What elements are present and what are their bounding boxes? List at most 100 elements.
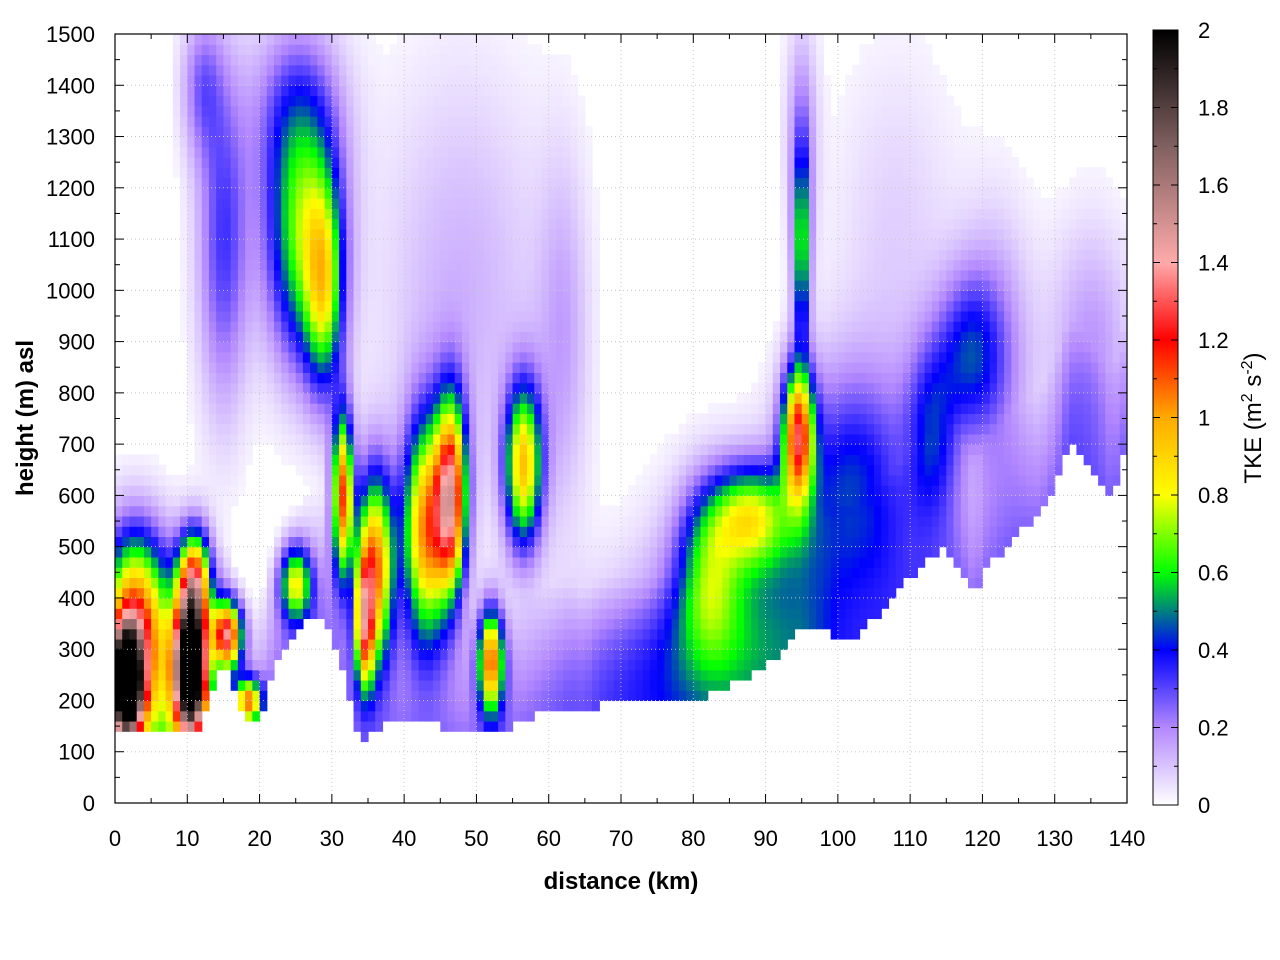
tke-cell xyxy=(310,269,318,281)
tke-cell xyxy=(563,638,571,650)
tke-cell xyxy=(555,351,564,363)
tke-cell xyxy=(534,433,543,445)
tke-cell xyxy=(570,310,579,322)
tke-cell xyxy=(765,546,774,558)
tke-cell xyxy=(975,546,984,558)
tke-cell xyxy=(700,546,709,558)
tke-cell xyxy=(664,546,673,558)
tke-cell xyxy=(1076,259,1085,271)
tke-cell xyxy=(346,526,355,538)
tke-cell xyxy=(852,310,861,322)
tke-cell xyxy=(404,649,412,661)
tke-cell xyxy=(223,228,232,240)
tke-cell xyxy=(519,577,528,589)
tke-cell xyxy=(686,495,694,507)
tke-cell xyxy=(982,474,991,486)
tke-cell xyxy=(816,259,824,271)
tke-cell xyxy=(1033,341,1041,353)
tke-cell xyxy=(447,403,456,414)
tke-cell xyxy=(454,321,463,332)
tke-cell xyxy=(237,341,246,353)
tke-cell xyxy=(548,474,557,486)
tke-cell xyxy=(476,659,485,671)
tke-cell xyxy=(129,505,138,517)
tke-cell xyxy=(454,300,463,312)
tke-cell xyxy=(512,649,521,661)
tke-cell xyxy=(989,536,998,548)
tke-cell xyxy=(418,392,427,404)
tke-cell xyxy=(223,556,232,568)
tke-cell xyxy=(353,249,362,261)
tke-cell xyxy=(498,628,506,640)
tke-cell xyxy=(527,679,535,691)
tke-cell xyxy=(122,515,131,527)
tke-cell xyxy=(917,239,926,250)
tke-cell xyxy=(707,556,716,568)
tke-cell xyxy=(165,618,174,630)
tke-cell xyxy=(635,690,644,702)
tke-cell xyxy=(1011,444,1020,455)
tke-cell xyxy=(187,628,196,640)
tke-cell xyxy=(208,526,217,538)
tke-cell xyxy=(339,638,347,650)
tke-cell xyxy=(823,269,832,281)
tke-cell xyxy=(187,300,196,312)
tke-cell xyxy=(425,249,434,261)
tke-cell xyxy=(382,362,391,373)
tke-cell xyxy=(382,351,391,363)
tke-cell xyxy=(1061,259,1070,271)
tke-cell xyxy=(548,331,557,343)
tke-cell xyxy=(208,587,217,599)
tke-cell xyxy=(621,515,629,527)
tke-cell xyxy=(534,454,543,466)
tke-cell xyxy=(1033,321,1041,332)
tke-cell xyxy=(396,464,405,476)
tke-cell xyxy=(628,526,637,538)
tke-cell xyxy=(794,536,803,548)
tke-cell xyxy=(996,464,1005,476)
tke-cell xyxy=(483,382,492,394)
tke-cell xyxy=(411,649,420,661)
tke-cell xyxy=(201,239,210,250)
tke-cell xyxy=(281,423,290,435)
tke-cell xyxy=(230,269,239,281)
tke-cell xyxy=(115,700,123,712)
tke-cell xyxy=(967,546,976,558)
tke-cell xyxy=(874,413,882,425)
tke-cell xyxy=(339,321,347,332)
tke-cell xyxy=(982,239,991,250)
tke-cell xyxy=(700,536,709,548)
tke-cell xyxy=(534,382,543,394)
tke-cell xyxy=(830,351,839,363)
tke-cell xyxy=(548,392,557,404)
tke-cell xyxy=(396,433,405,445)
tke-cell xyxy=(686,628,694,640)
tke-cell xyxy=(693,464,702,476)
tke-cell xyxy=(924,423,933,435)
tke-cell xyxy=(498,485,506,496)
tke-cell xyxy=(852,567,861,579)
tke-cell xyxy=(787,351,796,363)
tke-cell xyxy=(461,290,470,302)
tke-cell xyxy=(230,403,239,414)
tke-cell xyxy=(577,331,586,343)
tke-cell xyxy=(476,423,485,435)
tke-cell xyxy=(165,515,174,527)
tke-cell xyxy=(924,280,933,291)
tke-cell xyxy=(555,423,564,435)
tke-cell xyxy=(310,454,318,466)
tke-cell xyxy=(592,546,600,558)
tke-cell xyxy=(447,331,456,343)
tke-cell xyxy=(360,536,369,548)
tke-cell xyxy=(476,362,485,373)
tke-cell xyxy=(678,444,687,455)
tke-cell xyxy=(700,608,709,620)
tke-cell xyxy=(642,474,651,486)
tke-cell xyxy=(396,597,405,609)
tke-cell xyxy=(939,362,947,373)
tke-cell xyxy=(505,597,514,609)
tke-cell xyxy=(787,433,796,445)
tke-cell xyxy=(360,495,369,507)
tke-cell xyxy=(592,690,600,702)
tke-cell xyxy=(302,444,311,455)
